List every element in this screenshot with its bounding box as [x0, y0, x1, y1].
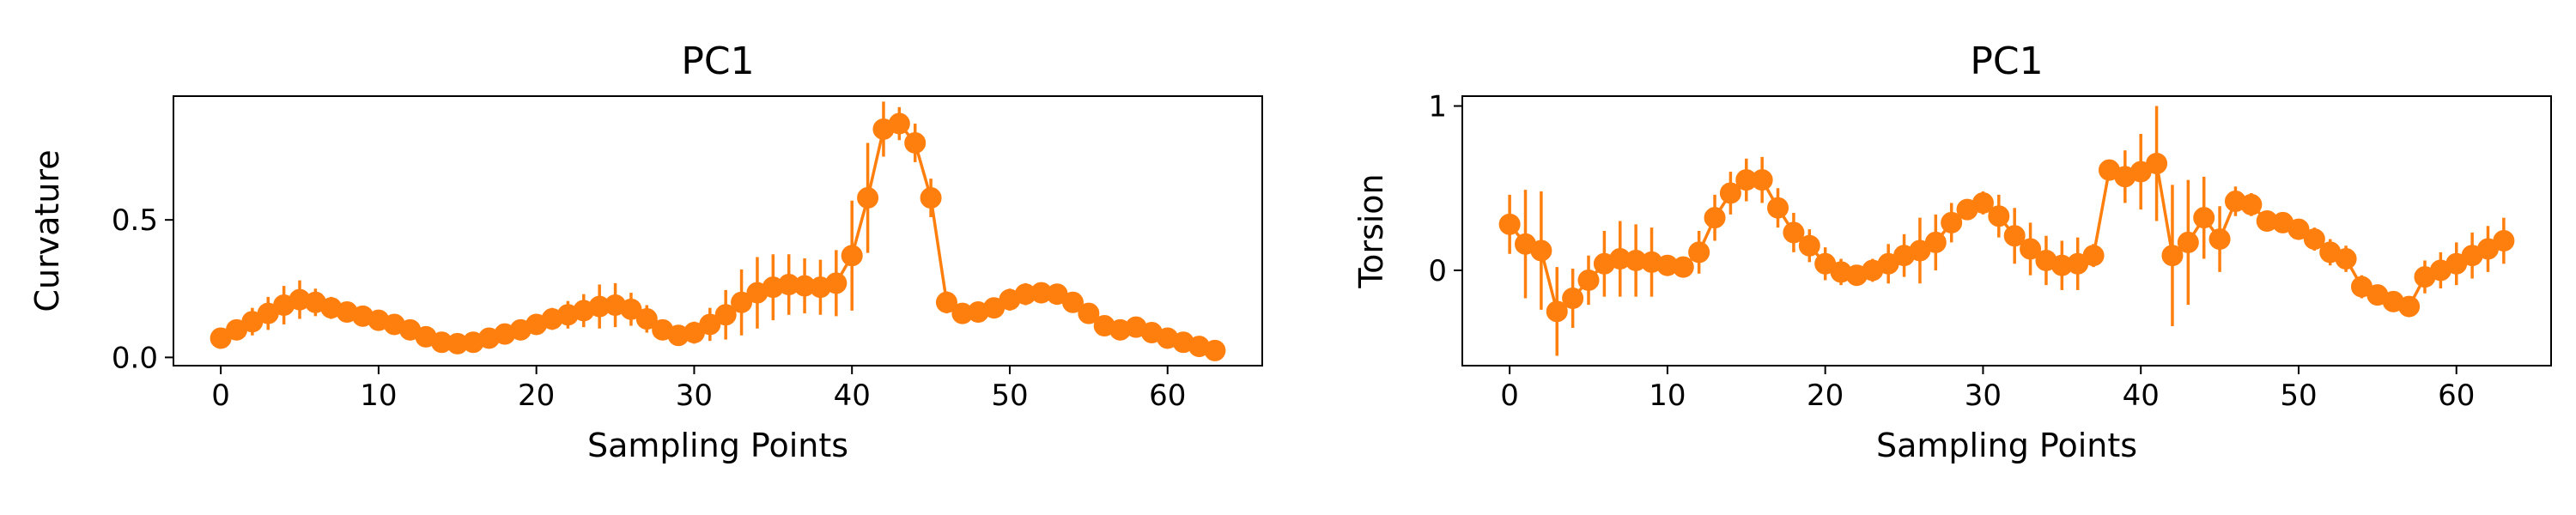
data-point — [825, 272, 848, 294]
data-point — [1783, 221, 1805, 244]
chart-title: PC1 — [681, 39, 754, 83]
data-point — [2493, 229, 2515, 251]
y-tick-label: 0.0 — [112, 341, 158, 375]
data-point — [1530, 239, 1552, 262]
x-tick-label: 10 — [360, 379, 397, 413]
y-tick-label: 0 — [1428, 254, 1447, 288]
x-tick-label: 20 — [518, 379, 555, 413]
data-point — [2146, 153, 2168, 174]
data-point — [1061, 291, 1084, 313]
x-tick-label: 10 — [1649, 379, 1686, 413]
data-point — [1941, 211, 1963, 233]
y-axis-label: Curvature — [28, 149, 66, 312]
data-point — [1988, 205, 2010, 227]
data-point — [1924, 231, 1947, 253]
data-point — [841, 245, 863, 267]
x-tick-label: 0 — [211, 379, 230, 413]
x-tick-label: 30 — [1965, 379, 2002, 413]
data-point — [2335, 248, 2357, 270]
x-tick-label: 50 — [991, 379, 1028, 413]
x-axis-label: Sampling Points — [1876, 427, 2137, 464]
x-tick-label: 60 — [2438, 379, 2475, 413]
data-point — [2020, 238, 2042, 260]
data-point — [2398, 295, 2421, 318]
data-point — [2003, 225, 2026, 247]
y-tick-label: 1 — [1428, 89, 1447, 124]
x-axis-label: Sampling Points — [587, 427, 848, 464]
chart-title: PC1 — [1970, 39, 2043, 83]
data-point — [1672, 256, 1694, 278]
data-point — [1078, 302, 1100, 324]
data-point — [920, 187, 942, 209]
data-point — [620, 298, 642, 320]
data-point — [857, 187, 879, 209]
data-point — [1704, 207, 1726, 229]
data-point — [731, 291, 753, 313]
x-tick-label: 40 — [834, 379, 871, 413]
data-point — [2287, 218, 2310, 240]
data-point — [1798, 234, 1820, 257]
data-point — [904, 131, 927, 154]
data-point — [635, 308, 658, 330]
axes-frame — [173, 95, 1263, 367]
data-point — [2208, 228, 2231, 251]
y-tick-label: 0.5 — [112, 203, 158, 238]
x-tick-label: 20 — [1807, 379, 1844, 413]
x-tick-label: 60 — [1149, 379, 1186, 413]
data-point — [2177, 231, 2199, 253]
data-point — [1688, 241, 1710, 264]
data-point — [935, 291, 957, 313]
x-tick-label: 50 — [2280, 379, 2317, 413]
data-point — [1562, 288, 1584, 309]
x-tick-label: 30 — [676, 379, 713, 413]
data-point — [2161, 245, 2184, 267]
data-point — [1577, 269, 1600, 291]
data-point — [2240, 193, 2263, 215]
y-axis-label: Torsion — [1352, 173, 1390, 288]
data-point — [1719, 182, 1741, 204]
data-point — [1498, 213, 1521, 235]
data-point — [2303, 228, 2325, 251]
chart-torsion: PC1 0 10 20 30 40 50 60 0 1 Sampling Points Torsion — [1352, 39, 2552, 464]
chart-curvature: PC1 0 10 20 30 40 50 60 0.0 0.5 Sampling Points Cur… — [28, 39, 1263, 464]
data-point — [888, 112, 910, 135]
data-point — [2193, 207, 2215, 229]
data-point — [2082, 245, 2105, 267]
data-point — [714, 304, 737, 326]
data-point — [699, 313, 721, 336]
x-tick-label: 0 — [1500, 379, 1519, 413]
axes-frame — [1461, 95, 2552, 367]
data-point — [1546, 300, 1568, 323]
data-point — [1751, 169, 1773, 191]
data-point — [1767, 197, 1789, 219]
data-point — [1971, 191, 1994, 214]
x-tick-label: 40 — [2123, 379, 2160, 413]
data-point — [1204, 339, 1226, 361]
